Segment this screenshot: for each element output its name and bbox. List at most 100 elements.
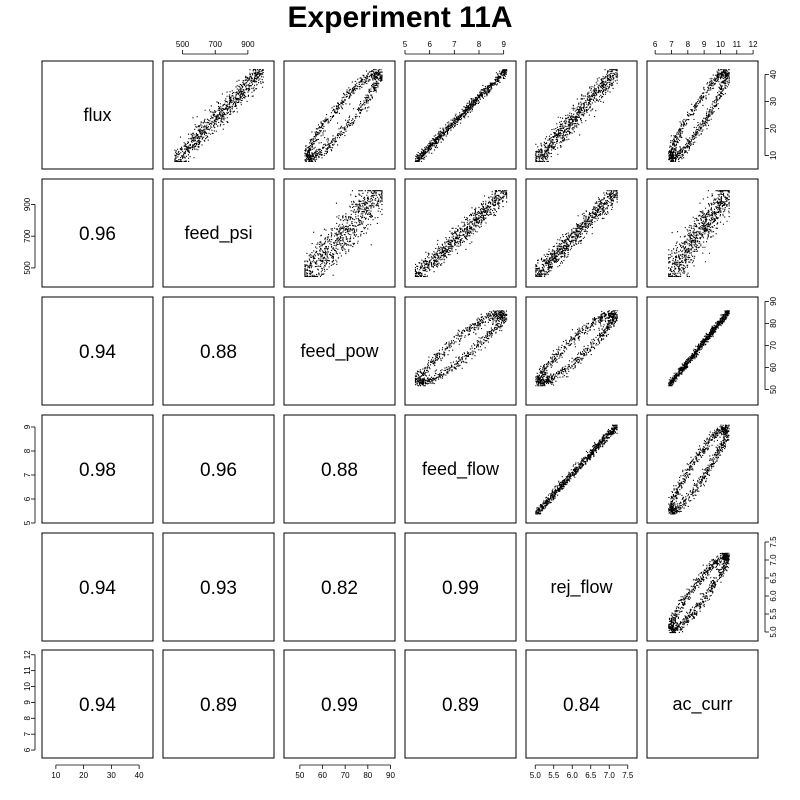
axis-right-feed_pow: 50 60 70 80 90 — [764, 296, 778, 394]
correlation-label-rej_flow-feed_pow: 0.82 — [321, 578, 358, 599]
tick-label-top-ac_curr: 11 — [733, 40, 742, 49]
scatter-points — [668, 552, 730, 634]
variable-label-feed_pow: feed_pow — [300, 341, 379, 362]
tick-label-bottom-feed_pow: 80 — [363, 771, 372, 780]
tick-label-top-ac_curr: 6 — [653, 40, 658, 49]
panel-frame-feed_pow-ac_curr — [646, 296, 759, 406]
tick-label-top-feed_flow: 5 — [403, 40, 408, 49]
tick-label-top-ac_curr: 7 — [669, 40, 674, 49]
variable-label-ac_curr: ac_curr — [672, 694, 732, 715]
tick-label-left-feed_psi: 500 — [23, 261, 32, 275]
panel-frame-feed_psi-feed_flow — [404, 178, 517, 288]
tick-label-right-flux: 10 — [769, 151, 778, 160]
axis-right-rej_flow: 5.0 5.5 6.0 6.5 7.0 7.5 — [764, 536, 778, 638]
panel-frame-ac_curr-rej_flow — [525, 649, 638, 759]
panel-frame-feed_psi-feed_pow — [283, 178, 396, 288]
correlation-label-ac_curr-feed_psi: 0.89 — [200, 695, 237, 716]
scatter-panel-feed_psi-vs-feed_pow — [304, 190, 383, 277]
tick-label-left-feed_flow: 9 — [23, 424, 32, 429]
tick-label-bottom-rej_flow: 6.0 — [567, 771, 579, 780]
scatter-points — [668, 190, 730, 277]
tick-label-top-ac_curr: 8 — [686, 40, 691, 49]
scatter-points — [535, 69, 618, 162]
panel-frame-feed_psi-ac_curr — [646, 178, 759, 288]
panel-frame-flux-ac_curr — [646, 60, 759, 170]
scatter-points — [535, 424, 618, 515]
tick-label-top-feed_psi: 700 — [209, 40, 223, 49]
tick-label-bottom-feed_pow: 90 — [386, 771, 395, 780]
scatter-panel-feed_psi-vs-rej_flow — [535, 190, 618, 277]
correlation-label-rej_flow-flux: 0.94 — [79, 578, 116, 599]
correlation-label-rej_flow-feed_flow: 0.99 — [442, 578, 479, 599]
tick-label-bottom-flux: 30 — [107, 771, 116, 780]
correlation-label-rej_flow-feed_psi: 0.93 — [200, 578, 237, 599]
tick-label-top-feed_flow: 8 — [477, 40, 482, 49]
panel-frame-rej_flow-rej_flow — [525, 532, 638, 642]
tick-label-top-feed_psi: 500 — [176, 40, 190, 49]
tick-label-bottom-rej_flow: 7.5 — [622, 771, 634, 780]
scatter-points — [668, 424, 730, 515]
tick-label-left-ac_curr: 9 — [23, 700, 32, 705]
correlation-label-ac_curr-flux: 0.94 — [79, 695, 116, 716]
tick-label-right-rej_flow: 5.0 — [769, 626, 778, 638]
panel-frame-feed_pow-feed_psi — [162, 296, 275, 406]
scatter-panel-feed_pow-vs-ac_curr — [668, 310, 730, 387]
tick-label-right-feed_pow: 50 — [769, 385, 778, 394]
panel-frame-rej_flow-feed_flow — [404, 532, 517, 642]
tick-label-left-ac_curr: 6 — [23, 747, 32, 752]
axis-top-feed_flow: 5 6 7 8 9 — [403, 40, 506, 55]
panel-frame-flux-flux — [41, 60, 154, 170]
tick-label-left-ac_curr: 11 — [23, 666, 32, 675]
panel-frame-ac_curr-flux — [41, 649, 154, 759]
tick-label-bottom-feed_pow: 60 — [318, 771, 327, 780]
panel-frame-feed_pow-feed_flow — [404, 296, 517, 406]
tick-label-left-feed_flow: 6 — [23, 496, 32, 501]
axis-bottom-rej_flow: 5.0 5.5 6.0 6.5 7.0 7.5 — [530, 764, 634, 780]
panel-frame-flux-rej_flow — [525, 60, 638, 170]
variable-label-rej_flow: rej_flow — [550, 577, 613, 598]
chart-title: Experiment 11A — [287, 1, 512, 34]
scatter-panel-feed_psi-vs-ac_curr — [668, 190, 730, 277]
scatter-panel-flux-vs-feed_pow — [304, 69, 383, 162]
panel-frame-feed_psi-feed_psi — [162, 178, 275, 288]
tick-label-right-rej_flow: 6.5 — [769, 572, 778, 584]
axis-right-flux: 10 20 30 40 — [764, 70, 778, 160]
tick-label-top-feed_flow: 7 — [452, 40, 457, 49]
tick-label-right-rej_flow: 7.5 — [769, 536, 778, 548]
panel-frame-flux-feed_psi — [162, 60, 275, 170]
panel-frame-ac_curr-ac_curr — [646, 649, 759, 759]
tick-label-bottom-rej_flow: 6.5 — [585, 771, 597, 780]
tick-label-top-feed_flow: 9 — [501, 40, 506, 49]
correlation-label-feed_pow-flux: 0.94 — [79, 342, 116, 363]
tick-label-left-feed_flow: 7 — [23, 472, 32, 477]
tick-label-left-ac_curr: 12 — [23, 650, 32, 659]
tick-label-right-rej_flow: 7.0 — [769, 554, 778, 566]
axis-left-ac_curr: 6 7 8 9 10 11 12 — [23, 650, 36, 752]
tick-label-left-ac_curr: 7 — [23, 731, 32, 736]
correlation-label-ac_curr-feed_flow: 0.89 — [442, 695, 479, 716]
panel-frame-feed_psi-flux — [41, 178, 154, 288]
axis-bottom-flux: 10 20 30 40 — [51, 764, 144, 780]
scatter-points — [414, 190, 508, 277]
tick-label-top-feed_psi: 900 — [241, 40, 255, 49]
tick-label-left-feed_psi: 900 — [23, 197, 32, 211]
axis-top-ac_curr: 6 7 8 9 10 11 12 — [653, 40, 758, 55]
variable-label-feed_psi: feed_psi — [184, 223, 252, 244]
scatter-panel-flux-vs-ac_curr — [668, 69, 730, 162]
tick-label-right-feed_pow: 80 — [769, 318, 778, 327]
variable-label-flux: flux — [83, 105, 111, 125]
correlation-label-feed_psi-flux: 0.96 — [79, 224, 116, 245]
scatter-panel-flux-vs-feed_psi — [174, 69, 264, 162]
panel-grid: flux feed_psi feed_pow feed_flow rej_flow ac_… — [23, 40, 778, 780]
axis-bottom-feed_pow: 50 60 70 80 90 — [295, 764, 395, 780]
panel-frame-rej_flow-feed_pow — [283, 532, 396, 642]
tick-label-right-feed_pow: 90 — [769, 296, 778, 305]
correlation-label-feed_pow-feed_psi: 0.88 — [200, 342, 237, 363]
panel-frame-feed_pow-flux — [41, 296, 154, 406]
tick-label-top-ac_curr: 9 — [702, 40, 707, 49]
scatter-points — [304, 69, 383, 162]
tick-label-bottom-rej_flow: 7.0 — [604, 771, 616, 780]
scatter-panel-feed_flow-vs-rej_flow — [535, 424, 618, 515]
panel-frame-ac_curr-feed_psi — [162, 649, 275, 759]
